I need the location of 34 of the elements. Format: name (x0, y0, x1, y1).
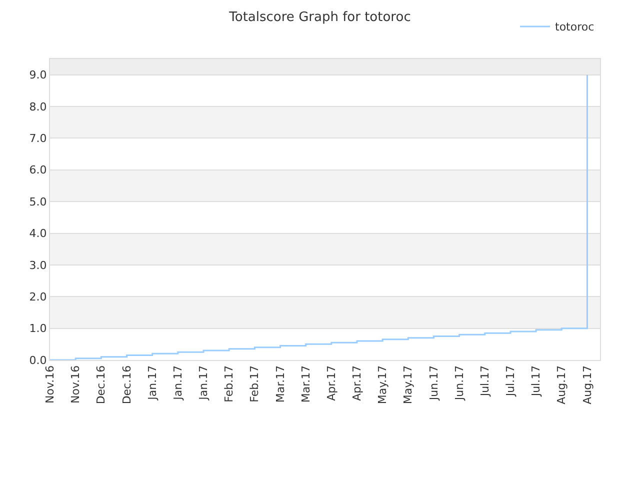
x-tick-label: Jun.17 (427, 365, 440, 402)
y-tick-label: 1.0 (29, 322, 47, 336)
x-tick-label: Apr.17 (350, 365, 364, 401)
x-tick-label: Jul.17 (504, 365, 518, 398)
x-tick-label: Jan.17 (146, 365, 159, 401)
x-tick-label: Jul.17 (478, 365, 492, 398)
legend-label: totoroc (555, 20, 594, 34)
x-tick-label: Jul.17 (530, 365, 543, 398)
x-tick-label: Nov.16 (69, 365, 82, 404)
y-tick-label: 9.0 (29, 68, 47, 82)
y-tick-label: 3.0 (29, 258, 47, 272)
x-tick-label: Apr.17 (324, 365, 338, 401)
x-tick-label: Feb.17 (222, 365, 236, 402)
y-tick-label: 0.0 (29, 354, 47, 367)
x-tick-label: Nov.16 (44, 365, 57, 404)
y-tick-label: 2.0 (29, 290, 47, 304)
y-tick-label: 6.0 (29, 164, 47, 177)
x-tick-label: Jun.17 (452, 365, 466, 402)
x-tick-label: May.17 (402, 365, 415, 404)
x-tick-label: Aug.17 (580, 365, 594, 404)
x-tick-label: Jan.17 (171, 365, 184, 401)
y-tick-label: 5.0 (29, 195, 47, 208)
x-tick-label: Dec.16 (94, 365, 108, 404)
y-tick-label: 7.0 (29, 132, 47, 146)
x-tick-label: Dec.16 (120, 365, 134, 404)
y-tick-label: 8.0 (29, 100, 47, 114)
x-tick-label: Jan.17 (197, 365, 210, 401)
x-tick-label: Aug.17 (555, 365, 568, 404)
x-tick-label: Mar.17 (299, 365, 312, 403)
x-tick-label: Mar.17 (274, 365, 287, 403)
x-tick-label: Feb.17 (248, 365, 262, 402)
x-tick-label: May.17 (376, 365, 390, 404)
y-tick-label: 4.0 (29, 227, 47, 240)
chart-title: Totalscore Graph for totoroc (228, 10, 411, 26)
